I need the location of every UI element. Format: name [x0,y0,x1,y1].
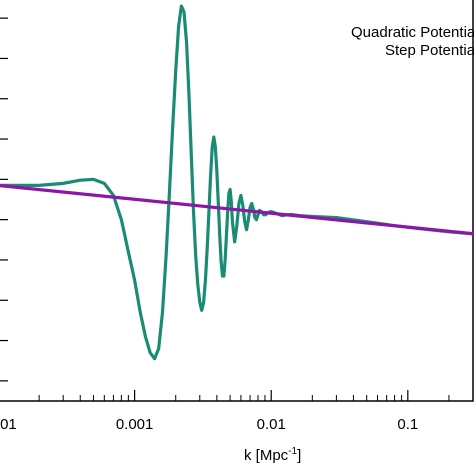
x-tick-label: 0.1 [397,416,418,433]
x-tick-label: 0.01 [257,416,286,433]
x-axis-label-main: k [Mpc [244,447,289,464]
series-line-step [0,4,474,361]
legend: Quadratic Potential Step Potential [351,24,474,59]
x-axis-label: k [Mpc-1] [244,446,301,464]
plot-frame [0,0,474,402]
x-axis-ticks: .0001 0.001 0.01 0.1 [0,390,450,433]
x-axis-label-superscript: -1 [288,446,297,457]
x-tick-label: 0.001 [116,416,154,433]
legend-label-quadratic: Quadratic Potential [351,24,474,41]
series-line-quadratic [0,183,474,236]
series-layer [0,4,474,361]
legend-label-step: Step Potential [385,42,474,59]
x-tick-label: .0001 [0,416,17,433]
y-axis-ticks [0,17,8,382]
x-axis-label-end: ] [297,447,301,464]
